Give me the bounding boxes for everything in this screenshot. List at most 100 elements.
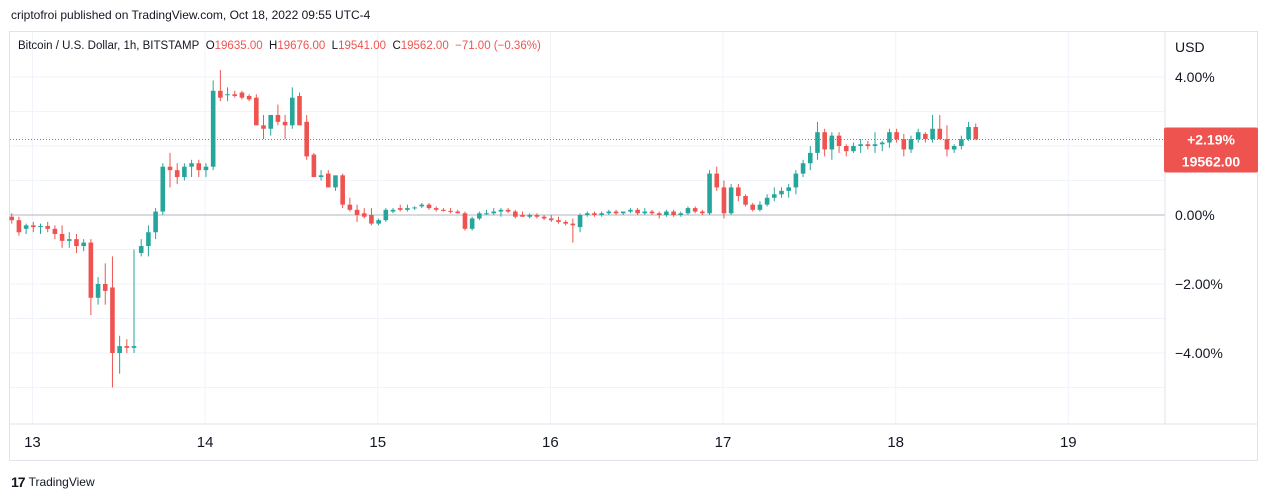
y-tick-label: 4.00% — [1175, 69, 1215, 85]
candle-body — [239, 92, 245, 98]
candle-body — [369, 215, 374, 224]
candle-body — [455, 211, 461, 214]
candle-body — [325, 173, 331, 188]
candle-body — [160, 166, 166, 212]
candle-body — [592, 213, 597, 215]
candle-body — [563, 221, 568, 224]
candle-body — [297, 95, 302, 126]
candle-body — [81, 242, 86, 247]
candle-body — [541, 216, 547, 219]
candle-body — [441, 209, 446, 211]
candle-body — [182, 166, 187, 178]
legend-change: −71.00 (−0.36%) — [455, 40, 541, 52]
candle-body — [102, 284, 108, 291]
candle-body — [254, 97, 259, 126]
candle-body — [261, 125, 266, 129]
candle-body — [951, 146, 957, 150]
candle-body — [498, 209, 504, 212]
candle-body — [361, 213, 367, 217]
candle-body — [793, 173, 799, 188]
legend-low-value: 19541.00 — [338, 40, 387, 52]
candle-body — [829, 135, 835, 150]
x-tick-label: 15 — [369, 434, 386, 451]
candle-body — [843, 146, 849, 152]
candle-body — [887, 132, 892, 143]
tradingview-brand[interactable]: TradingView — [28, 475, 95, 489]
candle-body — [52, 228, 58, 234]
candle-body — [419, 204, 425, 207]
candle-body — [628, 209, 633, 212]
candle-body — [606, 211, 612, 214]
candle-body — [74, 239, 79, 247]
legend-symbol: Bitcoin / U.S. Dollar, 1h, BITSTAMP — [18, 40, 200, 52]
candle-body — [469, 218, 475, 229]
candle-body — [714, 173, 720, 188]
candle-body — [664, 211, 669, 215]
candle-body — [189, 163, 194, 167]
candle-body — [45, 226, 50, 229]
legend-close-value: 19562.00 — [400, 40, 449, 52]
candle-body — [412, 207, 417, 209]
candle-body — [800, 163, 806, 174]
candle-body — [548, 218, 554, 221]
candle-body — [38, 226, 43, 228]
candle-body — [31, 225, 36, 228]
tradingview-logo-icon[interactable]: 17 — [11, 474, 26, 490]
candle-body — [448, 210, 453, 212]
candle-body — [282, 121, 288, 126]
candle-body — [915, 132, 921, 140]
candle-body — [599, 213, 604, 215]
candle-body — [167, 166, 173, 171]
last-price-badge — [1164, 127, 1258, 173]
candle-body — [354, 209, 360, 215]
candle-body — [858, 144, 863, 146]
candle-body — [153, 211, 158, 233]
candle-body — [397, 208, 403, 210]
candle-body — [743, 196, 748, 205]
candle-body — [822, 132, 827, 150]
y-tick-label: 0.00% — [1175, 207, 1215, 223]
candle-body — [930, 128, 935, 140]
candle-body — [318, 175, 324, 178]
candle-body — [110, 287, 115, 353]
candle-body — [390, 209, 396, 212]
candle-body — [491, 211, 497, 214]
candle-body — [527, 215, 533, 217]
candle-body — [124, 346, 130, 348]
candle-body — [728, 187, 734, 214]
candle-body — [66, 239, 72, 241]
candle-body — [851, 146, 856, 152]
x-tick-label: 18 — [887, 434, 904, 451]
candle-body — [117, 346, 122, 353]
candle-body — [23, 225, 29, 229]
candle-body — [174, 170, 180, 178]
candle-body — [131, 346, 137, 348]
candle-body — [462, 213, 468, 229]
candle-body — [944, 139, 950, 150]
candle-body — [959, 139, 964, 146]
candle-body — [750, 204, 756, 210]
candle-body — [757, 204, 763, 210]
x-tick-label: 17 — [715, 434, 732, 451]
candle-body — [642, 211, 648, 214]
candle-body — [340, 175, 345, 205]
candle-body — [584, 213, 590, 215]
candle-body — [700, 211, 705, 214]
candle-body — [225, 94, 230, 96]
candle-body — [620, 211, 626, 214]
candle-body — [289, 97, 295, 126]
candle-body — [577, 215, 583, 228]
candle-body — [635, 209, 640, 214]
candle-body — [232, 94, 238, 96]
candle-body — [376, 220, 381, 224]
candle-body — [570, 223, 576, 226]
candle-body — [196, 163, 202, 171]
candle-body — [613, 211, 619, 214]
legend-close-label: C — [392, 40, 401, 52]
candle-body — [894, 132, 899, 140]
y-tick-label: −2.00% — [1175, 276, 1223, 292]
candle-body — [275, 114, 281, 122]
last-price-value: 19562.00 — [1182, 153, 1241, 169]
legend-high-label: H — [269, 40, 278, 52]
